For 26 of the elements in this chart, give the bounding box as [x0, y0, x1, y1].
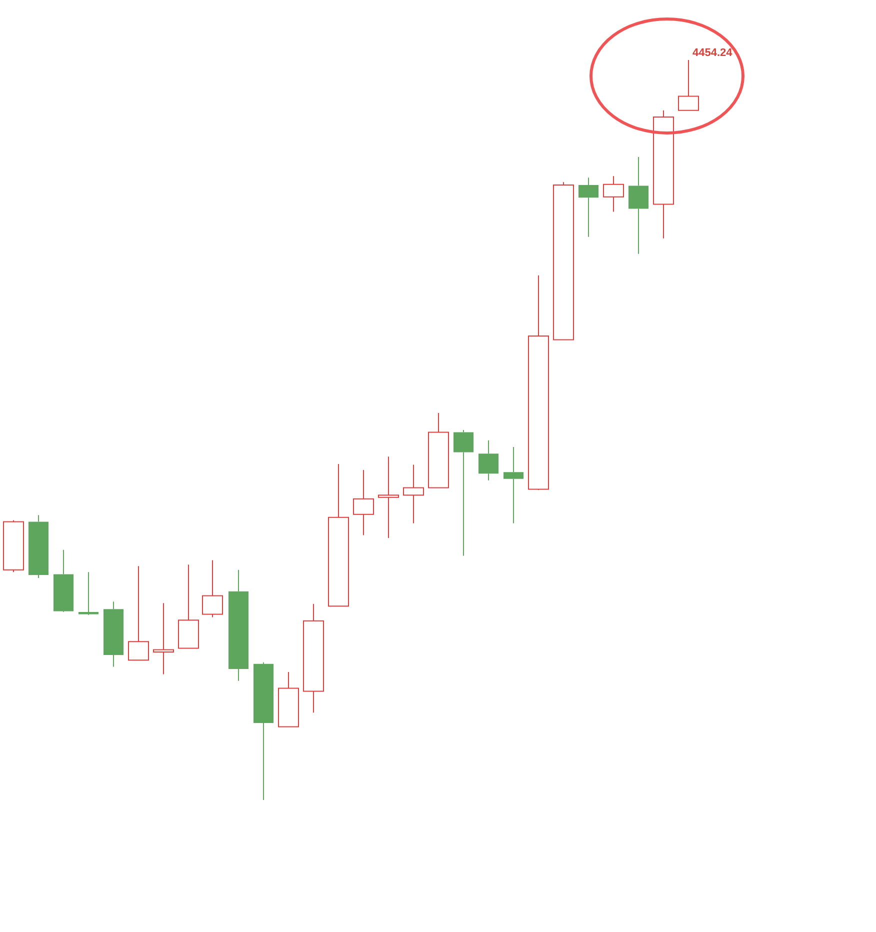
candlestick	[78, 572, 98, 614]
text: 4454.24	[692, 47, 734, 60]
candlestick	[678, 60, 699, 111]
candlestick	[378, 456, 399, 539]
candlestick	[278, 671, 299, 728]
candlestick	[254, 662, 274, 800]
candlestick	[104, 601, 124, 668]
candlestick	[153, 602, 174, 675]
candlestick	[178, 564, 199, 649]
candlestick	[353, 469, 374, 536]
candlestick	[128, 566, 149, 661]
candlestick	[303, 603, 324, 714]
candlestick	[202, 560, 223, 618]
candlestick	[578, 177, 598, 238]
candlestick	[328, 464, 349, 607]
candlestick	[504, 446, 524, 524]
candlestick	[454, 430, 474, 556]
candlestick	[603, 176, 624, 212]
candlestick	[628, 156, 648, 254]
candlestick	[228, 569, 248, 682]
candlestick	[528, 274, 549, 490]
candlestick	[653, 110, 674, 239]
candlestick	[478, 440, 498, 481]
candlestick	[403, 464, 424, 524]
candlestick	[28, 514, 48, 578]
candlestick	[428, 412, 449, 488]
